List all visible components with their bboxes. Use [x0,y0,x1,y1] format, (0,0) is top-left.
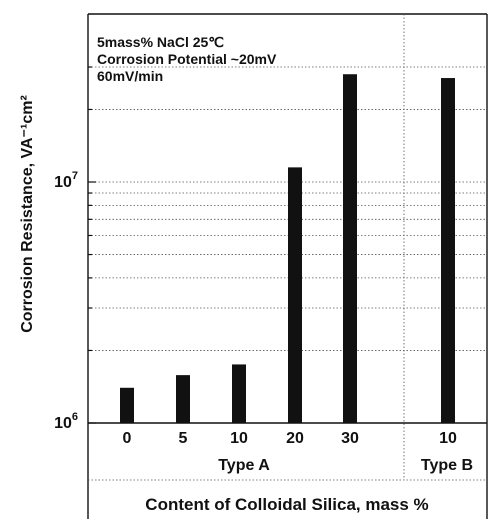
x-tick-label: 30 [341,430,359,447]
bar-type-a-0 [120,387,134,423]
y-tick-label-1e6: 106 [54,411,78,432]
labels: 0 5 10 20 30 10 [123,430,457,447]
x-axis-label: Content of Colloidal Silica, mass % [145,495,428,514]
bar-type-a-10 [232,364,246,423]
bar-type-a-20 [288,167,302,423]
x-tick-label: 10 [230,430,248,447]
annotation-line-2: Corrosion Potential ~20mV [97,51,277,67]
y-axis-label: Corrosion Resistance, VA⁻¹cm² [19,95,36,333]
bar-type-a-5 [176,375,190,423]
x-tick-label: 5 [179,430,188,447]
group-label-type-b: Type B [421,457,473,474]
annotation-line-1: 5mass% NaCl 25℃ [97,34,224,50]
plot-frame [87,13,488,519]
bars [120,74,455,424]
x-tick-label: 0 [123,430,132,447]
x-tick-label: 20 [286,430,304,447]
x-tick-label: 10 [439,430,457,447]
y-tick-label-1e7: 107 [54,170,78,191]
annotation-line-3: 60mV/min [97,68,163,84]
gridlines [88,66,487,351]
bar-type-a-30 [343,74,357,423]
bar-type-b-10 [441,78,455,424]
group-label-type-a: Type A [218,457,270,474]
